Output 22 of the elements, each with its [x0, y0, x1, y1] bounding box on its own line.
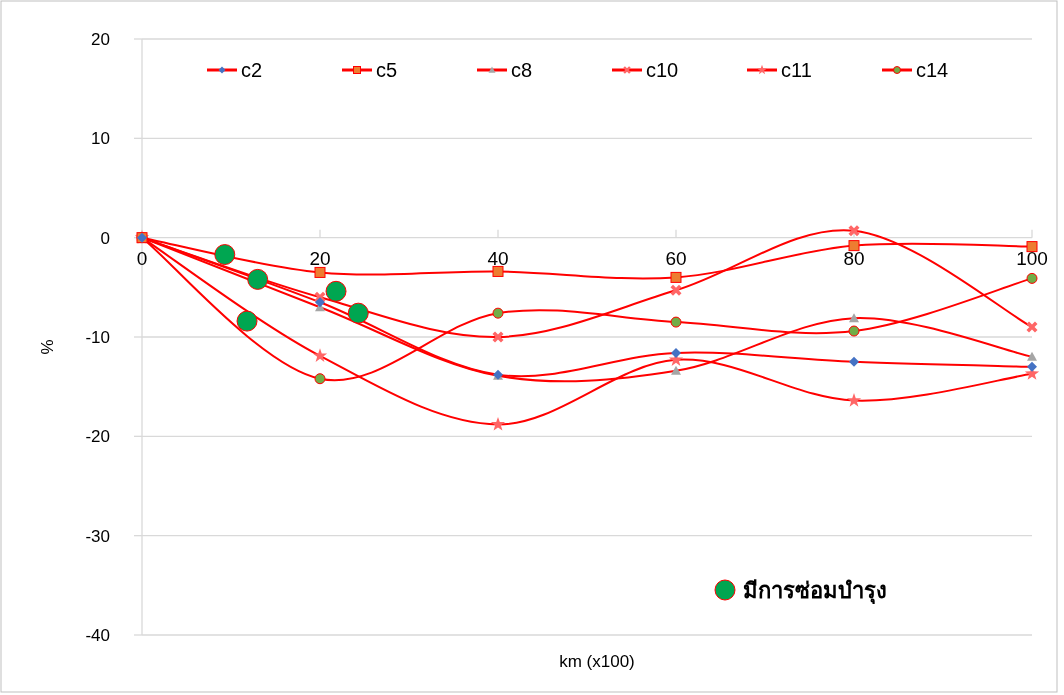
legend-label: c2 [241, 59, 263, 81]
legend-label: มีการซ่อมบำรุง [743, 578, 887, 605]
y-tick-label: -30 [85, 526, 110, 546]
legend-label: c8 [511, 59, 533, 81]
x-tick-label: 80 [843, 247, 865, 269]
y-tick-label: 20 [91, 30, 110, 49]
x-tick-label: 0 [136, 247, 148, 269]
legend-label: c14 [916, 59, 949, 81]
y-tick-label: -10 [85, 328, 110, 347]
legend-label: c5 [376, 59, 398, 81]
legend-label: c11 [781, 59, 812, 81]
x-axis-title: km (x100) [559, 652, 635, 671]
y-tick-label: -20 [85, 427, 110, 447]
y-tick-label: 0 [100, 228, 110, 248]
legend-label: c10 [646, 59, 679, 81]
y-tick-label: 10 [91, 129, 110, 149]
x-tick-label: 40 [487, 247, 509, 269]
x-tick-label: 20 [309, 247, 331, 269]
y-axis-title: % [38, 339, 57, 355]
x-tick-label: 100 [1016, 247, 1048, 269]
x-tick-label: 60 [665, 247, 687, 269]
y-tick-label: -40 [85, 626, 110, 645]
